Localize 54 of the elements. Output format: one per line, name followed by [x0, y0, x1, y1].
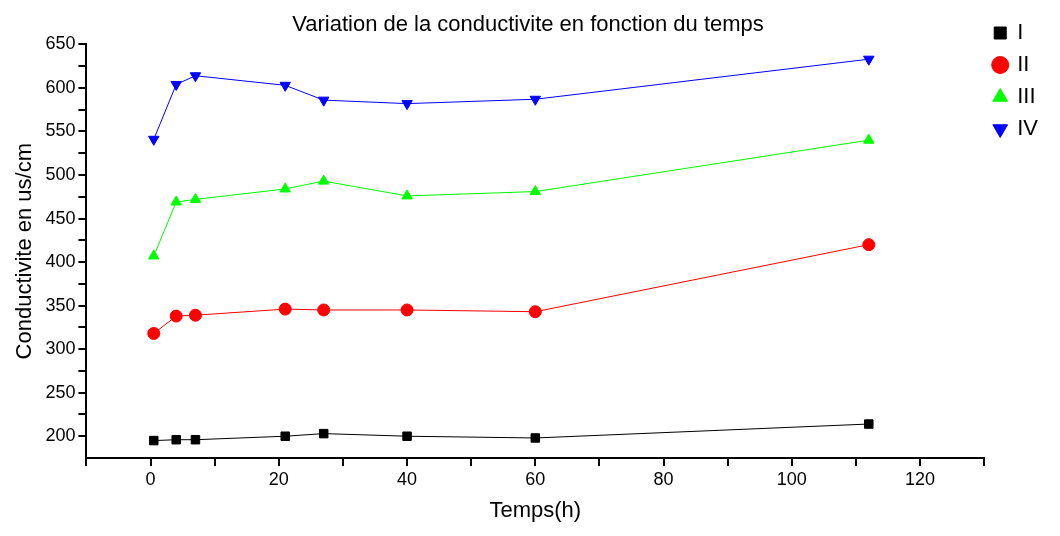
point	[279, 182, 291, 193]
point	[189, 72, 202, 83]
point	[170, 195, 182, 206]
point	[318, 96, 330, 107]
point	[188, 308, 202, 322]
point	[529, 95, 542, 106]
point	[171, 434, 181, 445]
point	[402, 431, 412, 441]
y-tick-label: 500	[45, 163, 76, 184]
point	[280, 431, 290, 441]
point	[864, 419, 874, 429]
y-tick-label: 650	[45, 33, 76, 54]
y-tick-label: 550	[45, 120, 76, 141]
y-tick-label: 250	[45, 381, 76, 402]
point	[318, 174, 330, 185]
legend-label: I	[1017, 19, 1024, 45]
chart-title: Variation de la conductivite en fonction du temps	[292, 11, 764, 37]
point	[147, 326, 161, 340]
y-tick-label: 300	[45, 338, 76, 359]
y-tick-label: 400	[45, 251, 76, 272]
point	[169, 309, 183, 323]
x-tick-label: 100	[776, 468, 807, 489]
x-tick-label: 20	[268, 468, 289, 489]
point	[190, 434, 201, 445]
y-tick-label: 600	[45, 76, 76, 97]
point	[530, 433, 541, 443]
y-axis-title: Conductivite en us/cm	[11, 142, 37, 360]
point	[401, 100, 413, 111]
point	[400, 303, 414, 317]
point	[317, 303, 331, 317]
point	[170, 80, 182, 91]
point	[279, 81, 291, 92]
point	[149, 435, 159, 446]
y-tick-label: 200	[45, 425, 76, 446]
y-tick-label: 450	[45, 207, 76, 228]
point	[528, 305, 542, 319]
x-tick-label: 80	[653, 468, 674, 489]
point	[278, 302, 292, 316]
x-tick-label: 60	[525, 468, 546, 489]
point	[863, 55, 875, 66]
point	[148, 249, 160, 260]
legend-label: III	[1017, 83, 1036, 109]
point	[318, 428, 329, 439]
y-tick-label: 350	[45, 294, 76, 315]
x-axis-title: Temps(h)	[489, 496, 582, 522]
x-tick-label: 0	[145, 468, 156, 489]
legend-label: II	[1017, 51, 1030, 77]
point	[529, 185, 542, 196]
point	[862, 238, 876, 252]
legend-label: IV	[1017, 115, 1039, 141]
point	[148, 135, 160, 146]
x-tick-label: 40	[397, 468, 418, 489]
point	[401, 189, 413, 200]
x-tick-label: 120	[905, 468, 936, 489]
